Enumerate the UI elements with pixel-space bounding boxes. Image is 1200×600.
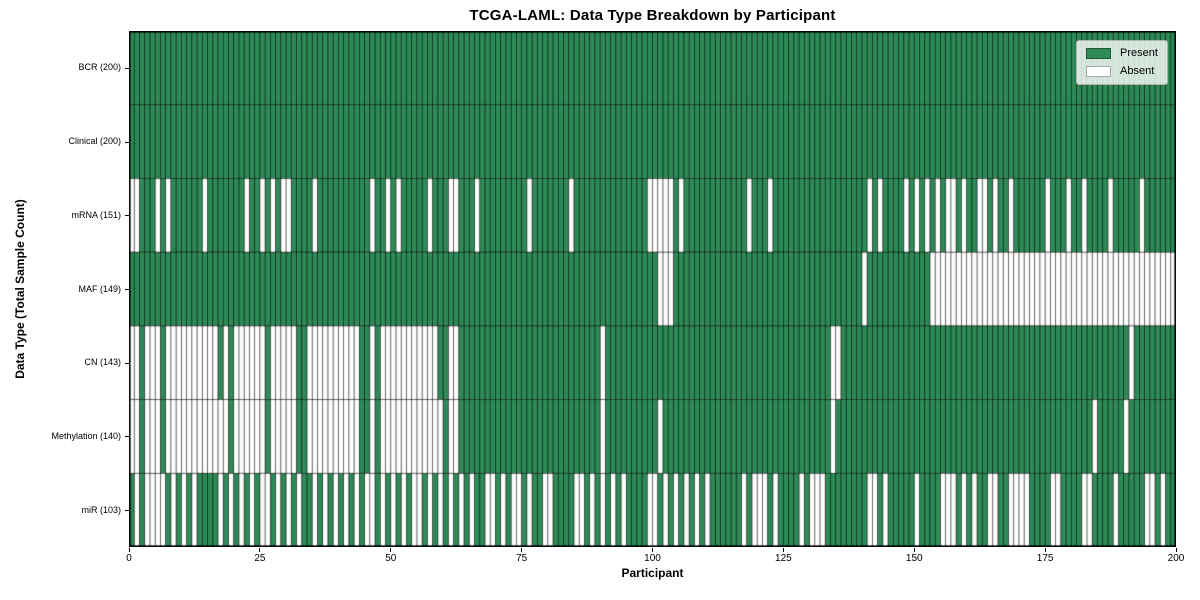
y-tick-mark xyxy=(125,362,129,364)
legend-entry-absent: Absent xyxy=(1086,66,1158,77)
y-tick-label: Methylation (140) xyxy=(51,430,121,441)
x-tick-label: 150 xyxy=(905,553,923,564)
absent-swatch xyxy=(1086,66,1111,77)
x-tick-label: 175 xyxy=(1036,553,1054,564)
x-tick-label: 25 xyxy=(254,553,266,564)
x-tick-mark xyxy=(1175,548,1177,552)
x-tick-mark xyxy=(390,548,392,552)
legend-entry-present: Present xyxy=(1086,48,1158,59)
x-tick-mark xyxy=(521,548,523,552)
y-tick-mark xyxy=(125,436,129,438)
x-axis-label: Participant xyxy=(621,566,684,580)
y-tick-label: Clinical (200) xyxy=(68,136,121,147)
legend-label-absent: Absent xyxy=(1120,65,1155,77)
chart-title: TCGA-LAML: Data Type Breakdown by Partic… xyxy=(469,7,836,24)
x-tick-mark xyxy=(652,548,653,552)
y-tick-mark xyxy=(125,67,129,69)
x-tick-label: 0 xyxy=(126,553,132,564)
x-tick-mark xyxy=(782,548,784,552)
y-tick-mark xyxy=(125,510,129,512)
y-tick-label: MAF (149) xyxy=(78,283,121,294)
y-tick-mark xyxy=(125,215,129,217)
x-tick-mark xyxy=(1044,548,1046,552)
x-tick-label: 200 xyxy=(1167,553,1185,564)
heatmap-canvas xyxy=(129,31,1176,547)
legend-label-present: Present xyxy=(1120,47,1158,59)
y-tick-label: BCR (200) xyxy=(78,62,121,73)
present-swatch xyxy=(1086,48,1111,59)
y-tick-mark xyxy=(125,141,129,143)
x-tick-mark xyxy=(259,548,261,552)
x-tick-label: 125 xyxy=(775,553,792,564)
x-tick-label: 50 xyxy=(385,553,397,564)
y-tick-mark xyxy=(125,289,129,290)
y-tick-label: mRNA (151) xyxy=(71,209,121,220)
x-tick-label: 100 xyxy=(644,553,661,564)
x-tick-mark xyxy=(913,548,915,552)
legend: Present Absent xyxy=(1076,40,1168,85)
y-tick-label: CN (143) xyxy=(84,357,121,368)
x-tick-label: 75 xyxy=(516,553,528,564)
x-tick-mark xyxy=(128,548,130,552)
y-tick-label: miR (103) xyxy=(81,504,121,515)
